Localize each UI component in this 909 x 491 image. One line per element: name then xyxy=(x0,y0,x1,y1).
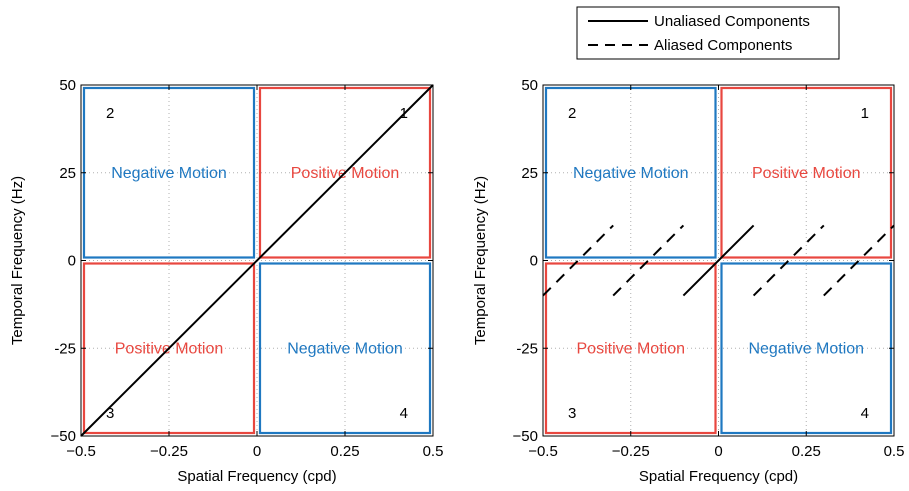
quadrant-3-number: 3 xyxy=(106,405,114,422)
legend-box xyxy=(576,6,840,60)
x-tick-label: 0.25 xyxy=(792,443,821,460)
quadrant-1-number: 1 xyxy=(861,105,869,122)
x-tick-label: −0.5 xyxy=(66,443,96,460)
aliased-component-line xyxy=(823,224,895,297)
y-tick-label: -25 xyxy=(54,340,76,357)
x-tick-label: −0.25 xyxy=(150,443,188,460)
legend-solid-label: Unaliased Components xyxy=(654,13,810,30)
legend-dashed-label: Aliased Components xyxy=(654,37,792,54)
x-tick-label: 0 xyxy=(253,443,261,460)
y-tick-label: 25 xyxy=(521,165,538,182)
quadrant-3-motion-label: Positive Motion xyxy=(577,340,686,357)
quadrant-2-motion-label: Negative Motion xyxy=(111,165,227,182)
x-tick-label: −0.25 xyxy=(612,443,650,460)
quadrant-1-motion-label: Positive Motion xyxy=(752,165,861,182)
aliased-component-line xyxy=(612,224,685,297)
y-tick-label: 50 xyxy=(521,77,538,94)
y-tick-label: −50 xyxy=(513,428,538,445)
x-tick-label: 0.5 xyxy=(423,443,444,460)
x-tick-label: 0.5 xyxy=(884,443,905,460)
y-axis-label: Temporal Frequency (Hz) xyxy=(9,176,26,345)
y-tick-label: 0 xyxy=(530,253,538,270)
quadrant-4-number: 4 xyxy=(400,405,408,422)
y-tick-label: 50 xyxy=(59,77,76,94)
quadrant-2-number: 2 xyxy=(568,105,576,122)
quadrant-4-motion-label: Negative Motion xyxy=(287,340,403,357)
x-axis-label: Spatial Frequency (cpd) xyxy=(177,468,336,485)
x-axis-label: Spatial Frequency (cpd) xyxy=(639,468,798,485)
aliased-component-line xyxy=(752,224,825,297)
legend: Unaliased Components Aliased Components xyxy=(576,6,840,60)
quadrant-2-motion-label: Negative Motion xyxy=(573,165,689,182)
quadrant-2-number: 2 xyxy=(106,105,114,122)
right-chart-panel: Positive Motion 1 Negative Motion 2 Positive… xyxy=(472,77,904,485)
x-tick-label: 0 xyxy=(714,443,722,460)
quadrant-3-number: 3 xyxy=(568,405,576,422)
y-tick-label: -25 xyxy=(516,340,538,357)
x-tick-label: −0.5 xyxy=(528,443,558,460)
y-axis-label: Temporal Frequency (Hz) xyxy=(472,176,489,345)
y-tick-label: 0 xyxy=(68,253,76,270)
unaliased-component-line xyxy=(80,84,434,437)
aliased-component-line xyxy=(542,224,614,297)
y-tick-label: −50 xyxy=(51,428,76,445)
quadrant-4-motion-label: Negative Motion xyxy=(748,340,864,357)
quadrant-4-number: 4 xyxy=(861,405,869,422)
unaliased-component-line xyxy=(682,224,755,297)
x-tick-label: 0.25 xyxy=(330,443,359,460)
y-tick-label: 25 xyxy=(59,165,76,182)
